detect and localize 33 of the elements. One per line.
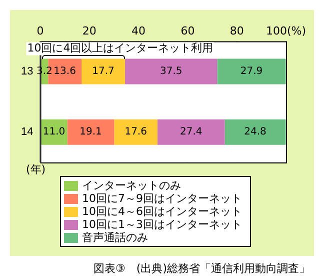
- x-tick-label: 0: [36, 24, 44, 38]
- bar: [217, 58, 286, 84]
- legend-label: インターネットのみ: [82, 179, 181, 192]
- y-axis-title: (年): [26, 162, 46, 177]
- data-label: 17.7: [92, 66, 114, 78]
- x-tick-label: 40: [132, 24, 146, 38]
- x-tick-label: 100(%): [266, 24, 306, 38]
- data-label: 37.5: [160, 66, 182, 78]
- bar: [157, 119, 225, 145]
- bar: [125, 58, 218, 84]
- data-label: 27.9: [240, 66, 263, 78]
- y-tick-label: 13: [20, 66, 34, 78]
- data-label: 19.1: [80, 126, 102, 138]
- legend-label: 10回に7～9回はインターネット: [82, 192, 242, 205]
- data-label: 24.8: [244, 126, 266, 138]
- data-label: 27.4: [180, 126, 202, 138]
- data-label: 13.6: [54, 66, 76, 78]
- x-tick-label: 60: [180, 24, 195, 38]
- bar: [67, 119, 114, 145]
- data-label: 17.6: [124, 126, 147, 138]
- legend-label: 10回に4～6回はインターネット: [82, 205, 242, 218]
- legend-label: 音声通話のみ: [82, 231, 148, 244]
- bar: [82, 58, 126, 84]
- data-label: 11.0: [42, 126, 66, 138]
- x-tick-label: 20: [82, 24, 96, 38]
- bar: [114, 119, 158, 145]
- legend-label: 10回に1～3回はインターネット: [82, 218, 242, 231]
- annotation: 10回に4回以上はインターネット利用: [27, 42, 214, 55]
- bar: [40, 119, 68, 145]
- y-tick-label: 14: [20, 126, 34, 138]
- x-tick-label: 80: [230, 24, 244, 38]
- text: 図表③ (出典)総務省「通信利用動向調査」: [94, 261, 310, 276]
- bar: [224, 119, 286, 145]
